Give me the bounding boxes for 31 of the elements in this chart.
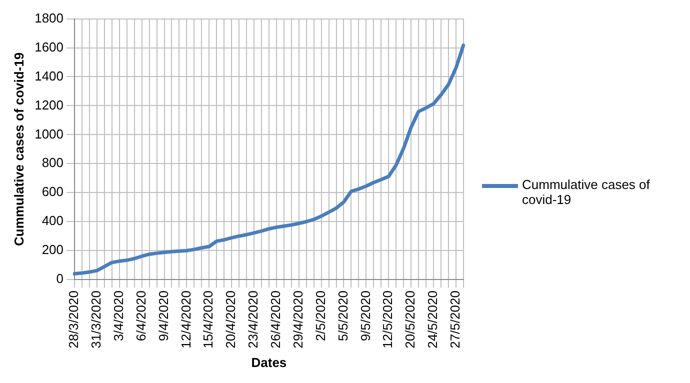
x-axis-title: Dates — [251, 354, 287, 370]
x-tick-label: 29/4/2020 — [290, 290, 306, 348]
y-tick-label: 1600 — [34, 39, 64, 54]
y-tick-label: 800 — [42, 155, 64, 170]
x-tick-label: 12/5/2020 — [380, 290, 396, 348]
x-tick-label: 28/3/2020 — [66, 290, 82, 348]
x-tick-label: 27/5/2020 — [448, 290, 462, 348]
x-tick-label: 24/5/2020 — [425, 290, 440, 348]
x-tick-label: 15/4/2020 — [200, 290, 216, 348]
y-tick-label: 200 — [42, 242, 64, 258]
y-tick-label: 1400 — [34, 68, 64, 84]
y-tick-label: 600 — [42, 184, 64, 200]
x-tick-label: 31/3/2020 — [88, 290, 104, 348]
y-tick-label: 1000 — [34, 126, 64, 142]
x-tick-label: 23/4/2020 — [246, 290, 261, 348]
legend-label: Cummulative cases of covid-19 — [522, 176, 651, 206]
x-tick-label: 3/4/2020 — [110, 290, 126, 342]
x-tick-label: 12/4/2020 — [178, 290, 194, 348]
x-tick-label: 26/4/2020 — [268, 290, 284, 348]
y-axis-title: Cummulative cases of covid-19 — [11, 52, 26, 246]
y-tick-label: 1800 — [34, 10, 64, 26]
x-tick-label: 9/4/2020 — [156, 290, 171, 342]
x-tick-label: 20/5/2020 — [402, 290, 418, 348]
y-tick-label: 1200 — [34, 97, 64, 112]
y-tick-label: 400 — [42, 213, 64, 228]
x-tick-label: 2/5/2020 — [312, 290, 328, 342]
x-tick-label: 5/5/2020 — [335, 290, 350, 342]
x-tick-label: 6/4/2020 — [133, 290, 148, 342]
x-tick-label: 9/5/2020 — [358, 290, 373, 342]
x-tick-label: 20/4/2020 — [223, 290, 238, 348]
y-tick-label: 0 — [56, 271, 64, 286]
